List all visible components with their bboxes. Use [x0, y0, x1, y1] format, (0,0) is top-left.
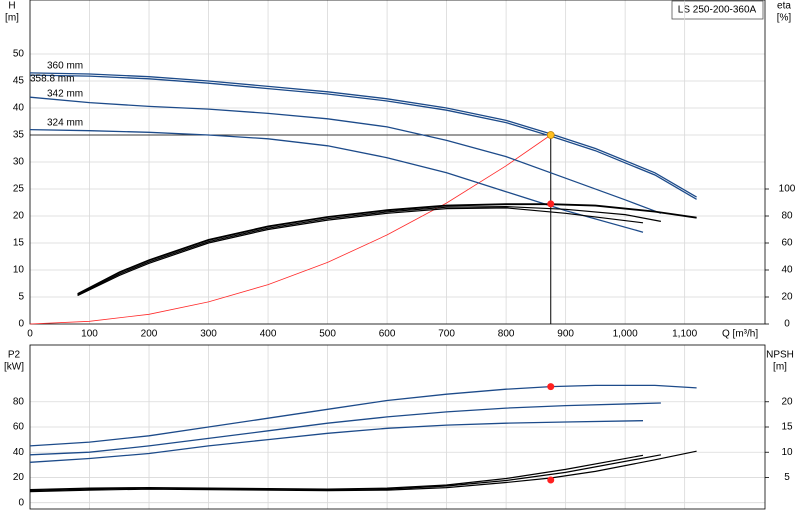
y2-tick-label: 20: [781, 396, 793, 407]
x-tick-label: 100: [81, 329, 98, 340]
primary-curve: [29, 128, 644, 233]
y2-tick-label: 100: [779, 184, 796, 195]
y2-tick-label: 0: [784, 319, 790, 330]
system-curve: [29, 134, 551, 325]
y-tick-label: 45: [13, 76, 25, 87]
title-box: [671, 0, 764, 20]
y2-tick-label: 80: [781, 211, 793, 222]
x-tick-label: 900: [557, 329, 574, 340]
y2-axis-unit: [m]: [773, 362, 787, 373]
y-tick-label: 25: [13, 184, 25, 195]
secondary-curve: [77, 205, 662, 296]
x-tick-label: 200: [141, 329, 158, 340]
y2-axis-unit: [%]: [777, 13, 792, 24]
y-tick-label: 30: [13, 157, 25, 168]
y-axis-label: P2: [8, 350, 21, 361]
curve-label: 342 mm: [47, 89, 83, 100]
y-tick-label: 80: [13, 396, 25, 407]
secondary-curve: [77, 203, 697, 295]
secondary-curve: [77, 203, 697, 295]
duty-point: [547, 383, 555, 391]
y2-tick-label: 5: [784, 472, 790, 483]
x-tick-label: 1,000: [613, 329, 638, 340]
primary-curve: [29, 96, 662, 214]
y2-tick-label: 20: [781, 292, 793, 303]
primary-curve: [29, 420, 644, 463]
y-tick-label: 5: [18, 292, 24, 303]
y-tick-label: 10: [13, 265, 25, 276]
y-tick-label: 50: [13, 49, 25, 60]
primary-curve: [29, 402, 661, 456]
secondary-curve: [77, 207, 644, 297]
curve-label: 324 mm: [47, 118, 83, 129]
y2-tick-label: 10: [781, 447, 793, 458]
curve-label: 360 mm: [47, 61, 83, 72]
curve-label: 358.8 mm: [30, 74, 74, 85]
x-axis-label: Q [m³/h]: [722, 329, 758, 340]
y2-tick-label: 40: [781, 265, 793, 276]
x-tick-label: 1,100: [672, 329, 697, 340]
y-axis-unit: [m]: [5, 13, 19, 24]
secondary-curve: [29, 450, 697, 493]
secondary-curve: [29, 454, 644, 491]
y2-axis-label: eta: [777, 1, 791, 12]
x-tick-label: 300: [200, 329, 217, 340]
y-tick-label: 0: [18, 497, 24, 508]
primary-curve: [29, 72, 697, 198]
y2-tick-label: 60: [781, 238, 793, 249]
x-tick-label: 800: [498, 329, 515, 340]
duty-point: [547, 476, 555, 484]
x-tick-label: 400: [260, 329, 277, 340]
x-tick-label: 500: [319, 329, 336, 340]
y-tick-label: 20: [13, 211, 25, 222]
y-tick-label: 40: [13, 103, 25, 114]
plot-frame: [29, 344, 766, 510]
primary-curve: [29, 74, 697, 200]
y2-axis-label: NPSH: [766, 350, 794, 361]
y-tick-label: 40: [13, 447, 25, 458]
y-axis-unit: [kW]: [4, 362, 24, 373]
y-tick-label: 35: [13, 130, 25, 141]
y-axis-label: H: [8, 1, 15, 12]
x-tick-label: 600: [379, 329, 396, 340]
duty-point: [546, 131, 555, 139]
x-tick-label: 0: [27, 329, 33, 340]
duty-point: [547, 200, 555, 208]
plot-frame: [29, 0, 766, 325]
x-tick-label: 700: [438, 329, 455, 340]
y-tick-label: 60: [13, 422, 25, 433]
chart-title: LS 250-200-360A: [678, 5, 757, 16]
y-tick-label: 0: [18, 319, 24, 330]
y-tick-label: 15: [13, 238, 25, 249]
primary-curve: [29, 384, 697, 447]
y2-tick-label: 15: [781, 422, 793, 433]
y-tick-label: 20: [13, 472, 25, 483]
